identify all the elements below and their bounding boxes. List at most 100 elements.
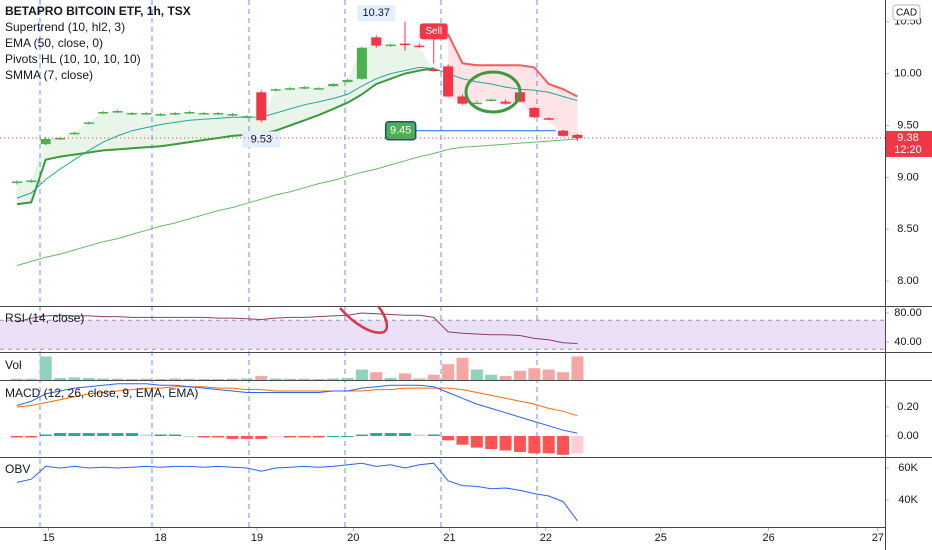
histogram-bar bbox=[557, 435, 570, 455]
volume-bar bbox=[54, 377, 67, 380]
candle-body bbox=[141, 113, 152, 115]
macd-line bbox=[16, 383, 578, 434]
y-tick-label: 9.00 bbox=[897, 171, 918, 183]
candle-body bbox=[399, 43, 410, 46]
histogram-bar bbox=[125, 433, 138, 436]
histogram-bar bbox=[370, 433, 383, 436]
volume-bar bbox=[355, 369, 368, 380]
volume-bar bbox=[25, 378, 38, 380]
histogram-bar bbox=[442, 435, 455, 441]
volume-bar bbox=[111, 378, 124, 380]
currency-box bbox=[892, 4, 921, 21]
candle-body bbox=[500, 101, 511, 104]
volume-bar bbox=[255, 376, 268, 380]
supertrend-fill bbox=[448, 34, 578, 139]
candle-body bbox=[26, 180, 37, 182]
supertrend-line bbox=[16, 67, 434, 206]
candle-body bbox=[241, 116, 252, 118]
y-tick-label: 10.00 bbox=[894, 68, 922, 80]
volume-bar bbox=[240, 378, 253, 380]
histogram-bar bbox=[427, 434, 440, 436]
candle-body bbox=[529, 107, 540, 118]
volume-bar bbox=[39, 356, 52, 380]
y-tick-label: 0.20 bbox=[897, 401, 918, 413]
pivot-label: 10.37 bbox=[362, 7, 390, 19]
pane-title: Vol bbox=[5, 358, 22, 372]
legend-entry: Supertrend (10, hl2, 3) bbox=[5, 20, 125, 34]
candle-body bbox=[112, 110, 123, 113]
x-tick-label: 26 bbox=[762, 532, 774, 544]
volume-bar bbox=[125, 378, 138, 380]
candle-body bbox=[356, 47, 367, 79]
pane-title: OBV bbox=[5, 462, 30, 476]
candle-body bbox=[11, 181, 22, 184]
histogram-bar bbox=[240, 435, 253, 439]
volume-bar bbox=[557, 372, 570, 380]
candle-body bbox=[213, 113, 224, 115]
last-price-time: 12:20 bbox=[894, 144, 922, 156]
volume-bar bbox=[269, 378, 282, 380]
candle-body bbox=[227, 114, 238, 116]
volume-bar bbox=[10, 378, 23, 380]
candle-body bbox=[198, 113, 209, 115]
candle-body bbox=[443, 66, 454, 97]
volume-bar bbox=[226, 378, 239, 380]
volume-bar bbox=[571, 356, 584, 380]
histogram-bar bbox=[255, 435, 268, 439]
overlay-line bbox=[16, 138, 578, 266]
volume-bar bbox=[370, 372, 383, 380]
volume-bar bbox=[442, 364, 455, 380]
volume-bar bbox=[298, 378, 311, 380]
chart-title: BETAPRO BITCOIN ETF, 1h, TSX bbox=[5, 4, 191, 18]
candle-body bbox=[471, 102, 482, 105]
hand-drawn-circle bbox=[464, 70, 522, 114]
x-tick-label: 27 bbox=[872, 532, 884, 544]
volume-bar bbox=[528, 368, 541, 380]
candle-body bbox=[572, 134, 583, 138]
x-tick-label: 20 bbox=[347, 532, 359, 544]
session-lines bbox=[39, 0, 538, 527]
histogram-bar bbox=[97, 433, 110, 436]
volume-bar bbox=[413, 378, 426, 380]
histogram-bar bbox=[355, 434, 368, 436]
candle-body bbox=[40, 138, 51, 145]
histogram-bar bbox=[327, 435, 340, 437]
x-tick-label: 15 bbox=[42, 532, 54, 544]
histogram-bar bbox=[140, 434, 153, 436]
hand-drawn-curve bbox=[339, 305, 389, 334]
x-tick-label: 21 bbox=[443, 532, 455, 544]
candle-body bbox=[285, 88, 296, 90]
currency-label: CAD bbox=[896, 8, 917, 19]
volume-bar bbox=[97, 378, 110, 380]
volume-bar bbox=[427, 374, 440, 380]
histogram-bar bbox=[169, 434, 182, 436]
y-tick-label: 8.50 bbox=[897, 223, 918, 235]
pivot-box bbox=[357, 5, 396, 22]
histogram-bar bbox=[298, 435, 311, 438]
histogram-bar bbox=[413, 434, 426, 436]
indicator-line bbox=[16, 312, 578, 344]
legend-entry: SMMA (7, close) bbox=[5, 68, 93, 82]
last-price-box bbox=[886, 130, 932, 157]
overlay-line bbox=[16, 66, 578, 199]
pivot-label: 9.53 bbox=[251, 133, 272, 145]
histogram-bar bbox=[284, 435, 297, 438]
candle-body bbox=[256, 92, 267, 121]
pane-title: RSI (14, close) bbox=[5, 311, 84, 325]
volume-bar bbox=[513, 370, 526, 380]
histogram-bar bbox=[528, 435, 541, 454]
histogram-bar bbox=[384, 433, 397, 436]
histogram-bar bbox=[10, 435, 23, 438]
candle-body bbox=[428, 69, 439, 71]
volume-bar bbox=[470, 369, 483, 380]
candle-body bbox=[98, 112, 109, 114]
histogram-bar bbox=[341, 435, 354, 437]
histogram-bar bbox=[269, 435, 282, 438]
volume-bar bbox=[183, 378, 196, 380]
supertrend-line bbox=[447, 33, 578, 98]
candle-body bbox=[55, 137, 66, 140]
